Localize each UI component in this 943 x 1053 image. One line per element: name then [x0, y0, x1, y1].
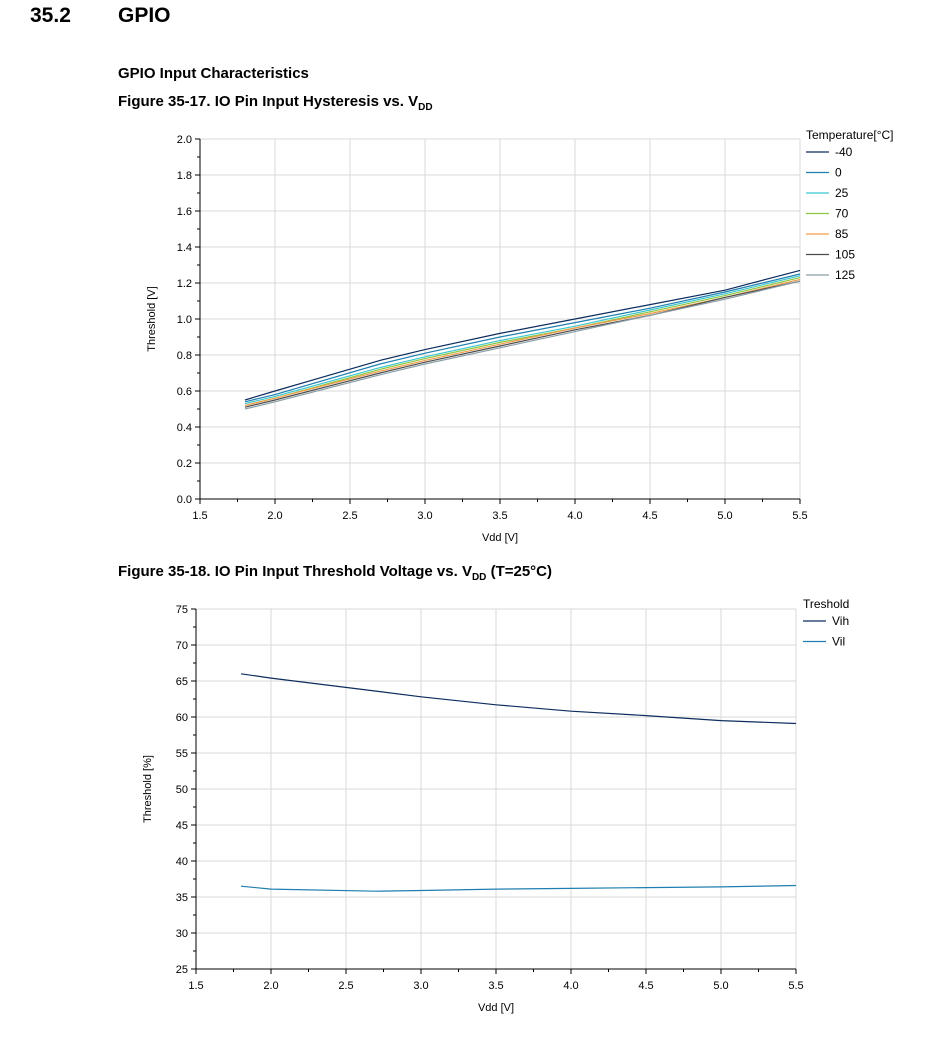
- caption-text: Figure 35-18. IO Pin Input Threshold Vol…: [118, 563, 472, 580]
- section-title: GPIO: [118, 4, 171, 27]
- section-heading: 35.2 GPIO: [30, 4, 171, 28]
- x-axis-title: Vdd [V]: [482, 532, 518, 544]
- y-tick-label: 75: [176, 604, 188, 616]
- x-tick-label: 2.0: [267, 510, 282, 522]
- x-tick-label: 3.0: [417, 510, 432, 522]
- y-tick-label: 1.6: [177, 206, 192, 218]
- series-line: [244, 275, 801, 405]
- y-tick-label: 50: [176, 784, 188, 796]
- legend-label: -40: [835, 145, 853, 159]
- figure-caption-threshold: Figure 35-18. IO Pin Input Threshold Vol…: [118, 563, 552, 583]
- series-line: [244, 280, 801, 408]
- legend-label: Vil: [832, 635, 845, 649]
- y-tick-label: 45: [176, 820, 188, 832]
- x-tick-label: 1.5: [188, 980, 203, 992]
- legend: Treshold Vih Vil: [803, 597, 849, 649]
- y-tick-label: 2.0: [177, 134, 192, 146]
- x-tick-label: 2.0: [263, 980, 278, 992]
- x-tick-label: 2.5: [342, 510, 357, 522]
- plot-area: 1.5 2.0 2.5 3.0 3.5 4.0 4.5 5.0 5.5 25 30 35 40 45 50 5…: [142, 604, 804, 1014]
- caption-subscript: DD: [471, 572, 487, 583]
- y-tick-label: 35: [176, 892, 188, 904]
- y-tick-label: 1.4: [177, 242, 192, 254]
- series-line: [240, 673, 797, 725]
- legend: Temperature[°C] -40 0 25 70 85 105 125: [806, 128, 894, 282]
- y-tick-label: 40: [176, 856, 188, 868]
- legend-label: 85: [835, 227, 849, 241]
- y-tick-label: 1.8: [177, 170, 192, 182]
- series-line: [244, 269, 801, 401]
- figure-caption-hysteresis: Figure 35-17. IO Pin Input Hysteresis vs…: [118, 93, 433, 113]
- x-tick-label: 5.5: [788, 980, 803, 992]
- x-tick-label: 3.0: [413, 980, 428, 992]
- legend-title: Temperature[°C]: [806, 128, 894, 142]
- y-tick-label: 25: [176, 964, 188, 976]
- caption-tail: (T=25°C): [486, 563, 553, 580]
- x-tick-label: 5.0: [717, 510, 732, 522]
- x-tick-label: 4.5: [638, 980, 653, 992]
- y-tick-label: 0.6: [177, 386, 192, 398]
- x-axis-title: Vdd [V]: [478, 1002, 514, 1014]
- y-tick-label: 30: [176, 928, 188, 940]
- chart-hysteresis: 1.5 2.0 2.5 3.0 3.5 4.0 4.5 5.0 5.5 0.0 0.2 0.4 0.6 0…: [146, 128, 894, 544]
- x-tick-label: 3.5: [488, 980, 503, 992]
- y-tick-label: 1.2: [177, 278, 192, 290]
- y-tick-label: 60: [176, 712, 188, 724]
- y-axis-title: Threshold [V]: [146, 286, 158, 351]
- y-tick-label: 0.4: [177, 422, 192, 434]
- legend-label: 105: [835, 248, 855, 262]
- y-tick-label: 0.0: [177, 494, 192, 506]
- y-tick-label: 65: [176, 676, 188, 688]
- legend-label: 125: [835, 268, 855, 282]
- y-tick-label: 55: [176, 748, 188, 760]
- caption-subscript: DD: [418, 102, 433, 113]
- y-tick-label: 70: [176, 640, 188, 652]
- x-tick-label: 3.5: [492, 510, 507, 522]
- x-tick-label: 4.0: [567, 510, 582, 522]
- x-tick-label: 1.5: [192, 510, 207, 522]
- x-tick-label: 5.0: [713, 980, 728, 992]
- legend-label: 25: [835, 186, 849, 200]
- legend-title: Treshold: [803, 597, 849, 611]
- y-tick-label: 0.2: [177, 458, 192, 470]
- x-tick-label: 4.5: [642, 510, 657, 522]
- x-tick-label: 4.0: [563, 980, 578, 992]
- series-line: [244, 280, 801, 410]
- series-line: [240, 884, 797, 892]
- legend-label: Vih: [832, 614, 849, 628]
- y-tick-label: 1.0: [177, 314, 192, 326]
- subsection-heading: GPIO Input Characteristics: [118, 65, 309, 82]
- legend-label: 70: [835, 207, 849, 221]
- caption-text: Figure 35-17. IO Pin Input Hysteresis vs…: [118, 93, 419, 110]
- x-tick-label: 2.5: [338, 980, 353, 992]
- x-tick-label: 5.5: [792, 510, 807, 522]
- legend-label: 0: [835, 166, 842, 180]
- plot-area: 1.5 2.0 2.5 3.0 3.5 4.0 4.5 5.0 5.5 0.0 0.2 0.4 0.6 0…: [146, 134, 808, 544]
- section-number: 35.2: [30, 4, 71, 27]
- y-tick-label: 0.8: [177, 350, 192, 362]
- y-axis-title: Threshold [%]: [142, 755, 154, 823]
- series-line: [244, 273, 801, 403]
